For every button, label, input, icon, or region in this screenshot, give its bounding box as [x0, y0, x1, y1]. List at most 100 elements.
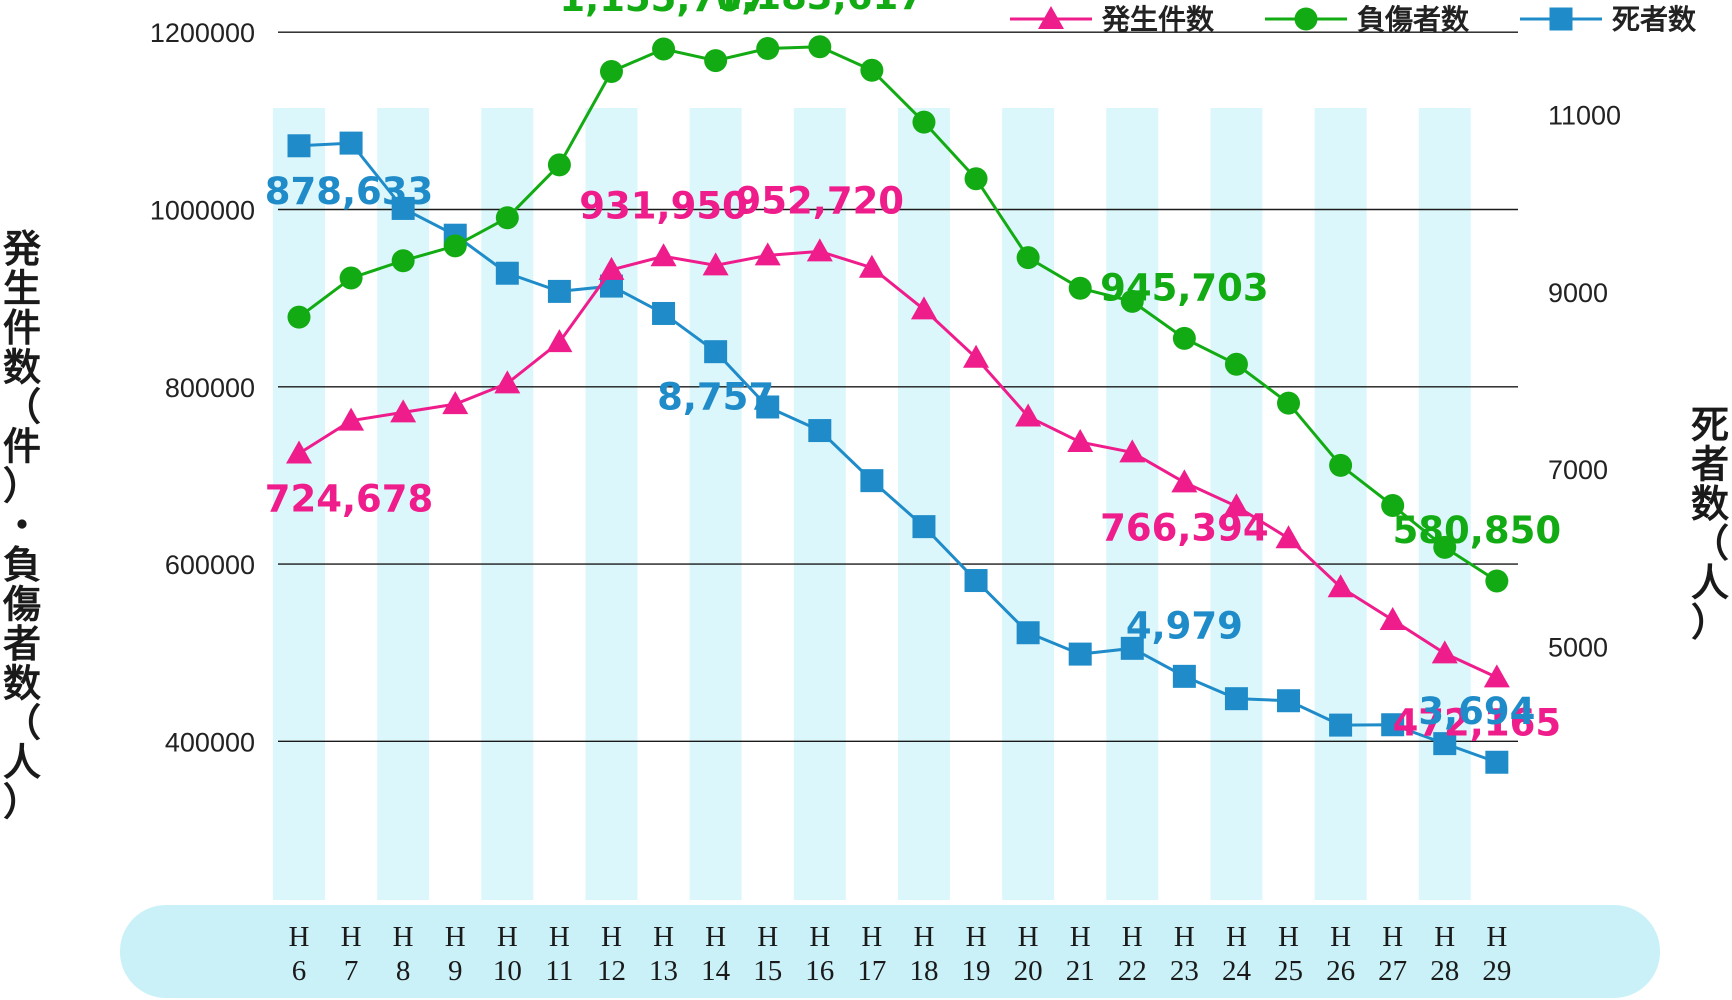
category-labels: H 6 H 7 H 8 H 9 H 10 H 11 H 12 H 13 H 14 H 15 H 16 H 17 H 18 H 19 H 2…: [289, 921, 1512, 987]
series-point: [808, 35, 832, 59]
right-axis-title: 死者数（人）: [1691, 403, 1729, 645]
legend-item: 負傷者数: [1265, 3, 1470, 36]
series-point: [1433, 732, 1457, 756]
category-label: H 29: [1482, 921, 1511, 987]
data-label: 724,678: [265, 478, 434, 521]
series-point: [1483, 664, 1510, 688]
series-point: [1431, 640, 1458, 664]
series-point: [964, 569, 988, 593]
series-point: [598, 256, 625, 280]
legend-label: 発生件数: [1101, 3, 1215, 36]
series-point: [702, 252, 729, 276]
series-point: [1224, 687, 1248, 711]
series-point: [442, 391, 469, 415]
series-point: [860, 58, 884, 82]
series-point: [338, 407, 365, 431]
series-point: [1327, 574, 1354, 598]
left-axis-title: 発生件数（件）・負傷者数（人）: [2, 227, 42, 824]
category-label: H 26: [1326, 921, 1355, 987]
stripe: [1002, 108, 1055, 900]
stripe: [1418, 108, 1471, 900]
series-point: [1433, 535, 1457, 559]
left-axis-ticks: 400000 600000 800000 1000000 1200000: [150, 18, 255, 757]
stripe: [377, 108, 430, 900]
legend-marker: [1549, 7, 1573, 31]
category-label: H 18: [909, 921, 938, 987]
axis-title-text: 死者数（人）: [1691, 403, 1729, 645]
legend-marker: [1294, 7, 1318, 31]
category-label: H 21: [1066, 921, 1095, 987]
legend-item: 発生件数: [1010, 3, 1215, 36]
category-label: H 12: [597, 921, 626, 987]
stripe: [273, 108, 325, 900]
legend-label: 負傷者数: [1357, 3, 1470, 36]
series-point: [1224, 352, 1248, 376]
series-point: [964, 167, 988, 191]
data-label: 580,850: [1393, 509, 1562, 552]
left-tick-label: 600000: [165, 550, 255, 580]
series-point: [443, 234, 467, 258]
legend-item: 死者数: [1520, 3, 1697, 36]
series-point: [391, 196, 415, 220]
series-point: [652, 37, 676, 61]
left-tick-label: 400000: [165, 727, 255, 757]
series-point: [808, 419, 832, 443]
data-label: 4,979: [1126, 604, 1243, 647]
category-label: H 25: [1274, 921, 1303, 987]
data-label: 766,394: [1100, 506, 1269, 549]
series-point: [756, 395, 780, 419]
gridlines: [278, 31, 1518, 743]
series-point: [287, 305, 311, 329]
right-tick-label: 9000: [1548, 278, 1608, 308]
series-point: [390, 399, 417, 423]
series-point: [495, 261, 519, 285]
data-label: 8,757: [657, 376, 774, 419]
series-point: [860, 469, 884, 493]
series-point: [547, 279, 571, 303]
series-point: [858, 254, 885, 278]
series-point: [1171, 469, 1198, 493]
right-tick-label: 7000: [1548, 455, 1608, 485]
series-layer: [286, 35, 1510, 774]
series-point: [1172, 326, 1196, 350]
series-point: [704, 340, 728, 364]
category-label: H 23: [1170, 921, 1199, 987]
category-label: H 10: [493, 921, 522, 987]
series-point: [910, 296, 937, 320]
series-point: [1223, 493, 1250, 517]
series-point: [1119, 439, 1146, 463]
category-label: H 28: [1430, 921, 1459, 987]
series-square: [287, 131, 1509, 774]
right-tick-label: 11000: [1548, 101, 1621, 131]
series-point: [963, 344, 990, 368]
legend-marker: [1038, 6, 1064, 29]
series-triangle: [286, 238, 1510, 688]
series-point: [652, 301, 676, 325]
series-point: [754, 242, 781, 266]
category-label: H 24: [1222, 921, 1252, 987]
series-point: [756, 36, 780, 60]
series-circle: [287, 35, 1509, 593]
stripe: [793, 108, 846, 900]
series-point: [1015, 403, 1042, 427]
category-label: H 17: [857, 921, 886, 987]
left-tick-label: 1200000: [150, 18, 255, 48]
series-point: [806, 238, 833, 262]
legend-label: 死者数: [1612, 3, 1697, 36]
series-point: [1068, 276, 1092, 300]
category-label: H 16: [805, 921, 834, 987]
category-label: H 22: [1118, 921, 1147, 987]
series-point: [912, 515, 936, 539]
series-point: [495, 206, 519, 230]
series-point: [1277, 689, 1301, 713]
category-label: H 19: [962, 921, 991, 987]
series-point: [912, 110, 936, 134]
series-point: [1275, 525, 1302, 549]
series-point: [1067, 429, 1094, 453]
stripe: [481, 108, 534, 900]
